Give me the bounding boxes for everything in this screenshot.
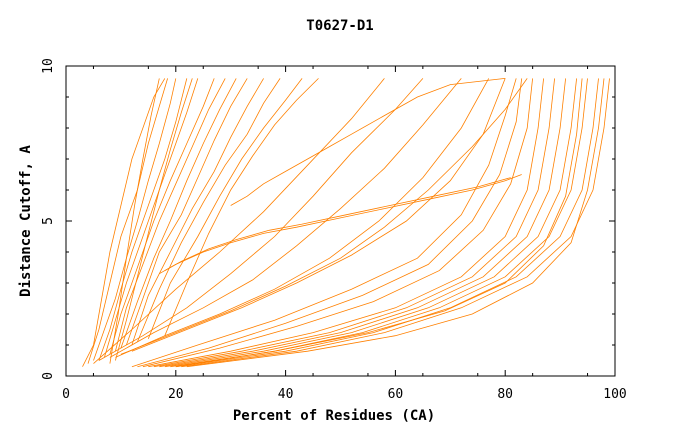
model-curve-2-8 [137, 78, 523, 368]
model-curve-1-7 [131, 78, 506, 352]
model-curve-2-6 [181, 78, 610, 368]
model-curve-0-14 [115, 78, 193, 361]
model-curve-0-9 [131, 78, 264, 346]
model-curves [82, 78, 610, 368]
model-curve-1-1 [98, 78, 424, 361]
model-curve-0-8 [126, 78, 248, 346]
model-curve-2-9 [131, 78, 517, 368]
model-curve-1-6 [120, 78, 528, 355]
model-curve-0-2 [93, 78, 177, 361]
model-curve-2-2 [159, 78, 566, 368]
y-tick-label-10: 10 [41, 58, 56, 74]
y-tick-label-5: 5 [41, 217, 56, 225]
x-tick-label-20: 20 [168, 387, 184, 402]
model-curve-2-11 [175, 78, 583, 368]
y-tick-label-0: 0 [41, 372, 56, 380]
model-curve-0-0 [82, 78, 166, 367]
model-curve-0-6 [115, 78, 226, 352]
model-curve-2-5 [175, 78, 599, 368]
x-tick-label-40: 40 [278, 387, 294, 402]
model-curve-0-3 [98, 78, 188, 361]
model-curve-0-11 [147, 78, 303, 339]
model-curve-0-12 [164, 78, 319, 336]
model-curve-1-3 [115, 78, 490, 358]
x-axis-label: Percent of Residues (CA) [233, 408, 435, 424]
model-curve-0-10 [137, 78, 281, 343]
model-curve-1-0 [93, 78, 385, 364]
axis-ticks: 0 20 40 60 80 100 0 5 10 [41, 58, 627, 402]
model-curve-2-10 [186, 78, 605, 368]
model-curve-1-8 [230, 78, 506, 206]
model-curve-0-4 [104, 78, 199, 358]
model-curve-0-7 [120, 78, 237, 349]
chart-title: T0627-D1 [306, 18, 373, 34]
model-curve-1-2 [109, 78, 462, 358]
model-curve-2-7 [142, 78, 533, 368]
x-tick-label-60: 60 [388, 387, 404, 402]
x-tick-label-100: 100 [603, 387, 626, 402]
x-tick-label-0: 0 [62, 387, 70, 402]
x-tick-label-80: 80 [497, 387, 513, 402]
model-curve-0-13 [109, 78, 160, 364]
y-axis-label: Distance Cutoff, A [18, 145, 34, 297]
model-curve-1-4 [159, 174, 522, 275]
model-curve-0-1 [87, 78, 168, 364]
model-curve-2-3 [164, 78, 577, 368]
model-curve-1-5 [164, 177, 511, 271]
model-curve-2-1 [153, 78, 555, 368]
model-curve-2-0 [148, 78, 544, 368]
model-curve-0-5 [109, 78, 215, 355]
